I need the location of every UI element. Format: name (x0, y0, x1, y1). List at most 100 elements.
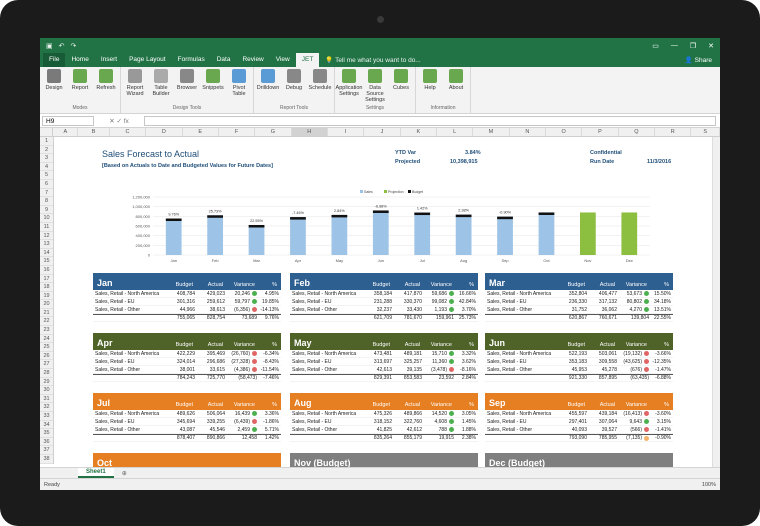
formula-input[interactable] (144, 115, 716, 126)
debug-button[interactable]: Debug (282, 69, 306, 104)
redo-icon[interactable]: ↷ (70, 42, 77, 50)
data-row[interactable]: Sales, Retail - North America 489,626 506,… (93, 410, 281, 418)
column-header-o[interactable]: O (546, 128, 583, 136)
column-header-k[interactable]: K (401, 128, 437, 136)
row-header[interactable]: 32 (40, 403, 53, 412)
zoom-level[interactable]: 100% (701, 481, 716, 488)
total-row[interactable]: 755,065 828,754 73,689 9.76% (93, 314, 281, 322)
row-header[interactable]: 14 (40, 249, 53, 258)
column-header-n[interactable]: N (510, 128, 546, 136)
data-row[interactable]: Sales, Retail - Other 45,953 45,278 (676) -1… (485, 366, 673, 374)
tab-page-layout[interactable]: Page Layout (129, 56, 166, 63)
row-header[interactable]: 30 (40, 386, 53, 395)
data-row[interactable]: Sales, Retail - EU 324,014 296,686 (27,328)… (93, 358, 281, 366)
data-row[interactable]: Sales, Retail - Other 43,087 45,546 2,459 5.… (93, 426, 281, 434)
tab-formulas[interactable]: Formulas (177, 56, 205, 63)
row-header[interactable]: 9 (40, 206, 53, 215)
row-header[interactable]: 1 (40, 137, 53, 146)
data-row[interactable]: Sales, Retail - North America 408,784 429,… (93, 290, 281, 298)
data-row[interactable]: Sales, Retail - Other 41,825 42,612 788 1.88… (290, 426, 478, 434)
row-header[interactable]: 27 (40, 360, 53, 370)
row-header[interactable]: 28 (40, 369, 53, 378)
tab-file[interactable]: File (43, 53, 66, 67)
row-header[interactable]: 33 (40, 412, 53, 421)
sheet-tab[interactable]: Sheet1 (78, 468, 114, 478)
data-row[interactable]: Sales, Retail - EU 318,152 322,760 4,608 1.4… (290, 418, 478, 426)
browser-button[interactable]: Browser (175, 69, 199, 104)
ribbon-display-icon[interactable]: ▭ (652, 42, 659, 50)
table-builder-button[interactable]: Table Builder (149, 69, 173, 104)
pivot-table-button[interactable]: Pivot Table (227, 69, 251, 104)
column-header-r[interactable]: R (655, 128, 692, 136)
data-row[interactable]: Sales, Retail - Other 38,001 33,615 (4,386)… (93, 366, 281, 374)
column-header-i[interactable]: I (328, 128, 365, 136)
data-row[interactable]: Sales, Retail - EU 236,330 317,132 80,802 34… (485, 298, 673, 306)
row-header[interactable]: 7 (40, 189, 53, 198)
column-header-h[interactable]: H (291, 128, 328, 136)
data-row[interactable]: Sales, Retail - EU 345,694 339,255 (6,439) -… (93, 418, 281, 426)
data-row[interactable]: Sales, Retail - Other 42,613 39,135 (3,478)… (290, 366, 478, 374)
row-header[interactable]: 37 (40, 446, 53, 455)
tab-insert[interactable]: Insert (100, 56, 118, 63)
data-row[interactable]: Sales, Retail - Other 44,966 38,613 (6,356)… (93, 306, 281, 314)
data-row[interactable]: Sales, Retail - Other 32,237 33,430 1,193 3.… (290, 306, 478, 314)
minimize-icon[interactable]: — (670, 41, 678, 49)
row-header[interactable]: 35 (40, 429, 53, 438)
tab-jet[interactable]: JET (295, 53, 320, 67)
row-header[interactable]: 16 (40, 266, 53, 275)
restore-icon[interactable]: ❐ (689, 42, 697, 50)
data-row[interactable]: Sales, Retail - North America 352,804 406,… (485, 290, 673, 298)
row-header[interactable]: 26 (40, 352, 53, 361)
undo-icon[interactable]: ↶ (58, 42, 65, 50)
total-row[interactable]: 621,709 781,670 159,961 25.73% (290, 314, 478, 322)
row-header[interactable]: 21 (40, 309, 53, 318)
data-row[interactable]: Sales, Retail - North America 522,193 503,… (485, 350, 673, 358)
total-row[interactable]: 829,391 853,583 23,592 2.84% (290, 374, 478, 382)
row-header[interactable]: 18 (40, 283, 53, 292)
data-row[interactable]: Sales, Retail - North America 358,184 417,… (290, 290, 478, 298)
row-header[interactable]: 8 (40, 197, 53, 206)
total-row[interactable]: 921,330 857,895 (63,435) -6.88% (485, 374, 673, 382)
save-icon[interactable]: ▣ (46, 42, 53, 50)
row-header[interactable]: 22 (40, 317, 53, 327)
column-header-e[interactable]: E (183, 128, 219, 136)
drilldown-button[interactable]: Drilldown (256, 69, 280, 104)
data-row[interactable]: Sales, Retail - EU 297,401 307,064 9,643 3.1… (485, 418, 673, 426)
data-row[interactable]: Sales, Retail - EU 301,316 259,612 59,797 19… (93, 298, 281, 306)
column-header-l[interactable]: L (437, 128, 474, 136)
column-header-a[interactable]: A (53, 128, 79, 136)
row-header[interactable]: 34 (40, 421, 53, 430)
row-header[interactable]: 12 (40, 232, 53, 241)
tab-review[interactable]: Review (242, 56, 264, 63)
row-header[interactable]: 3 (40, 154, 53, 163)
row-header[interactable]: 6 (40, 180, 53, 189)
vertical-scrollbar[interactable] (712, 137, 720, 467)
data-row[interactable]: Sales, Retail - EU 353,183 309,558 (43,625)… (485, 358, 673, 366)
data-row[interactable]: Sales, Retail - Other 40,093 39,527 (566) -1… (485, 426, 673, 434)
row-header[interactable]: 36 (40, 438, 53, 447)
data-row[interactable]: Sales, Retail - Other 31,752 36,062 4,270 13… (485, 306, 673, 314)
name-box[interactable]: H9 (42, 115, 94, 126)
tab-home[interactable]: Home (71, 56, 89, 63)
column-header-j[interactable]: J (364, 128, 401, 136)
row-header[interactable]: 11 (40, 223, 53, 232)
about-button[interactable]: About (444, 69, 468, 104)
report-button[interactable]: Report (68, 69, 92, 104)
tab-view[interactable]: View (275, 56, 290, 63)
report-wizard-button[interactable]: Report Wizard (123, 69, 147, 104)
row-header[interactable]: 15 (40, 257, 53, 266)
row-header[interactable]: 31 (40, 395, 53, 404)
row-header[interactable]: 13 (40, 240, 53, 249)
data-row[interactable]: Sales, Retail - North America 475,326 489,… (290, 410, 478, 418)
add-sheet-icon[interactable]: ⊕ (121, 470, 127, 477)
column-header-s[interactable]: S (691, 128, 720, 136)
data-row[interactable]: Sales, Retail - EU 313,697 325,257 11,360 3.… (290, 358, 478, 366)
row-header[interactable]: 20 (40, 300, 53, 309)
data-row[interactable]: Sales, Retail - North America 455,597 439,… (485, 410, 673, 418)
close-icon[interactable]: ✕ (708, 42, 714, 50)
column-header-q[interactable]: Q (619, 128, 656, 136)
cubes-button[interactable]: Cubes (389, 69, 413, 104)
column-header-c[interactable]: C (110, 128, 147, 136)
column-header-g[interactable]: G (255, 128, 292, 136)
